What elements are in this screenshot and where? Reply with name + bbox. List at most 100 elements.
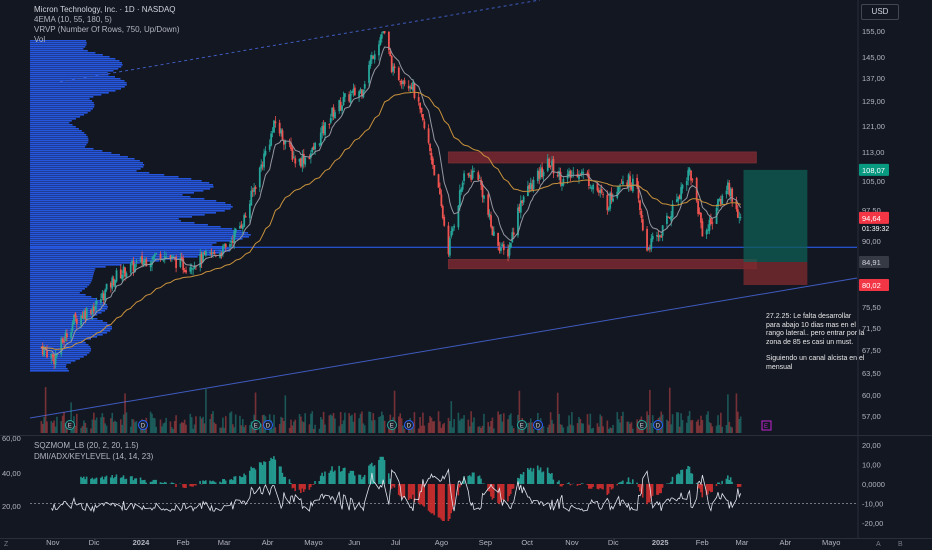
price-axis-tick: 97,50 bbox=[862, 206, 881, 215]
momentum-bar bbox=[429, 484, 431, 513]
volume-bar bbox=[54, 426, 57, 433]
volume-bar bbox=[154, 418, 156, 433]
volume-bar bbox=[529, 418, 532, 433]
momentum-bar bbox=[677, 473, 679, 484]
profile-bar bbox=[30, 220, 181, 222]
candle bbox=[135, 258, 138, 268]
candle bbox=[392, 63, 395, 76]
candle bbox=[319, 127, 322, 146]
momentum-bar bbox=[261, 464, 264, 484]
momentum-bar bbox=[739, 484, 742, 487]
candle bbox=[680, 182, 683, 206]
volume-bar bbox=[213, 422, 216, 433]
candle bbox=[687, 166, 690, 186]
volume-bar bbox=[192, 428, 194, 433]
momentum-bar bbox=[610, 484, 613, 490]
candle bbox=[94, 301, 97, 313]
momentum-bar bbox=[115, 474, 118, 484]
volume-bar bbox=[139, 428, 142, 433]
candle bbox=[596, 182, 599, 193]
profile-bar bbox=[30, 52, 96, 54]
volume-bar bbox=[681, 419, 684, 433]
momentum-bar bbox=[725, 478, 728, 484]
volume-bar bbox=[180, 422, 183, 433]
volume-indicator-label[interactable]: Vol bbox=[34, 35, 46, 44]
profile-bar bbox=[30, 332, 108, 334]
candle bbox=[511, 227, 514, 243]
candle bbox=[717, 198, 719, 211]
momentum-bar bbox=[308, 484, 311, 490]
candle bbox=[739, 213, 742, 221]
sqzmom-indicator-label[interactable]: SQZMOM_LB (20, 2, 20, 1.5) bbox=[34, 441, 139, 450]
profile-bar bbox=[30, 138, 89, 140]
volume-bar bbox=[729, 426, 732, 433]
momentum-bar bbox=[400, 484, 403, 498]
momentum-bar bbox=[153, 479, 156, 484]
volume-bar bbox=[569, 424, 572, 433]
price-axis-tick: 121,00 bbox=[862, 122, 885, 131]
volume-bar bbox=[173, 421, 176, 433]
momentum-bar bbox=[389, 478, 392, 484]
candle bbox=[378, 40, 380, 61]
volume-bar bbox=[311, 411, 314, 433]
volume-bar bbox=[727, 394, 729, 433]
volume-bar bbox=[705, 414, 708, 433]
momentum-bar bbox=[240, 477, 243, 484]
profile-bar bbox=[30, 56, 110, 58]
candle bbox=[75, 315, 78, 329]
momentum-bar bbox=[551, 473, 553, 484]
volume-bar bbox=[420, 425, 423, 433]
volume-bar bbox=[473, 417, 475, 433]
profile-bar bbox=[30, 346, 91, 348]
dmi-indicator-label[interactable]: DMI/ADX/KEYLEVEL (14, 14, 23) bbox=[34, 452, 154, 461]
volume-bar bbox=[85, 427, 88, 433]
candle bbox=[637, 181, 640, 203]
candle bbox=[258, 166, 261, 192]
momentum-bar bbox=[80, 476, 82, 484]
subpane-left-tick: 20,00 bbox=[2, 502, 21, 511]
profile-bar bbox=[30, 264, 122, 266]
momentum-bar bbox=[105, 475, 108, 484]
volume-bar bbox=[293, 421, 295, 433]
candle bbox=[204, 249, 207, 258]
momentum-bar bbox=[586, 484, 589, 486]
momentum-bar bbox=[239, 475, 241, 484]
volume-bar bbox=[487, 422, 489, 433]
volume-bar bbox=[372, 413, 375, 433]
momentum-bar bbox=[319, 475, 322, 484]
volume-bar bbox=[278, 423, 281, 433]
candle bbox=[234, 228, 237, 238]
volume-bar bbox=[620, 416, 623, 433]
currency-button[interactable]: USD bbox=[861, 4, 899, 20]
candle bbox=[599, 186, 602, 198]
annotation-note[interactable]: 27.2.25: Le falta desarrollar para abajo… bbox=[766, 313, 866, 380]
volume-bar bbox=[477, 426, 480, 433]
event-marker-d bbox=[138, 420, 148, 430]
volume-bar bbox=[60, 421, 63, 433]
candle bbox=[622, 175, 624, 186]
event-marker-label: E bbox=[254, 424, 258, 430]
candle bbox=[209, 250, 212, 257]
momentum-bar bbox=[498, 484, 501, 505]
profile-bar bbox=[30, 320, 103, 322]
candle bbox=[112, 275, 115, 287]
candle bbox=[264, 146, 267, 157]
ema-indicator-label[interactable]: 4EMA (10, 55, 180, 5) bbox=[34, 15, 112, 24]
volume-bar bbox=[114, 420, 116, 433]
volume-bar bbox=[363, 425, 366, 433]
volume-bar bbox=[532, 428, 535, 433]
time-axis-label: 2025 bbox=[652, 538, 669, 547]
volume-bar bbox=[725, 424, 728, 433]
volume-bar bbox=[358, 418, 360, 433]
momentum-bar bbox=[626, 481, 628, 484]
candle bbox=[551, 156, 553, 172]
symbol-title[interactable]: Micron Technology, Inc. · 1D · NASDAQ bbox=[34, 5, 176, 14]
vrvp-indicator-label[interactable]: VRVP (Number Of Rows, 750, Up/Down) bbox=[34, 25, 180, 34]
momentum-bar bbox=[322, 476, 325, 484]
momentum-bar bbox=[729, 477, 732, 484]
candle bbox=[519, 195, 522, 219]
candle bbox=[383, 31, 386, 35]
momentum-bar bbox=[631, 479, 634, 484]
profile-bar bbox=[30, 266, 106, 268]
